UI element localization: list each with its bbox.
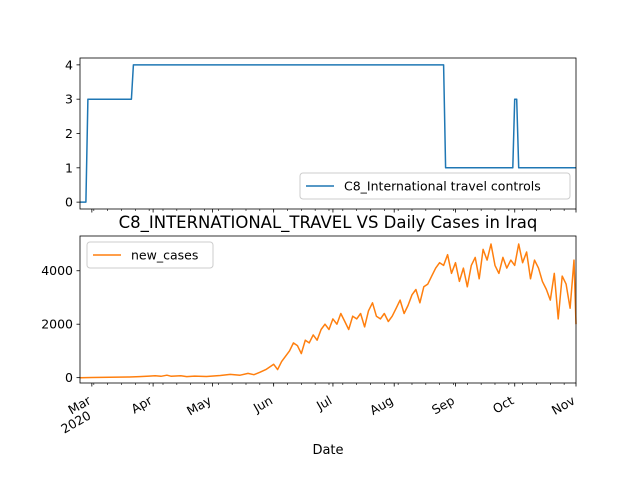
legend-label-travel-controls: C8_International travel controls bbox=[344, 179, 541, 194]
series-line-new-cases bbox=[79, 243, 577, 379]
x-axis-label: Date bbox=[312, 443, 343, 458]
new-cases-axes-frame bbox=[79, 235, 577, 384]
travel-controls-legend: C8_International travel controls bbox=[299, 172, 571, 200]
plot-title: C8_INTERNATIONAL_TRAVEL VS Daily Cases i… bbox=[119, 213, 538, 233]
new-cases-legend: new_cases bbox=[86, 241, 214, 269]
x-tick-label: Jul bbox=[313, 393, 334, 414]
y-tick-label: 2 bbox=[65, 126, 73, 141]
y-tick-label: 3 bbox=[65, 92, 73, 107]
y-tick-label: 0 bbox=[65, 195, 73, 210]
series-line-c8-international-travel-controls bbox=[80, 64, 576, 203]
y-tick-label: 0 bbox=[65, 370, 73, 385]
y-tick-label: 1 bbox=[65, 160, 73, 175]
y-tick-label: 4 bbox=[65, 57, 73, 72]
y-tick-label: 4000 bbox=[41, 263, 73, 278]
legend-box bbox=[86, 241, 214, 269]
legend-box bbox=[299, 172, 571, 200]
travel-controls-subplot: 0 1 2 3 4 C8_International travel controls bbox=[65, 57, 577, 213]
travel-controls-axes-frame bbox=[79, 57, 577, 210]
y-tick-label: 2000 bbox=[41, 317, 73, 332]
legend-label-new-cases: new_cases bbox=[131, 248, 198, 263]
